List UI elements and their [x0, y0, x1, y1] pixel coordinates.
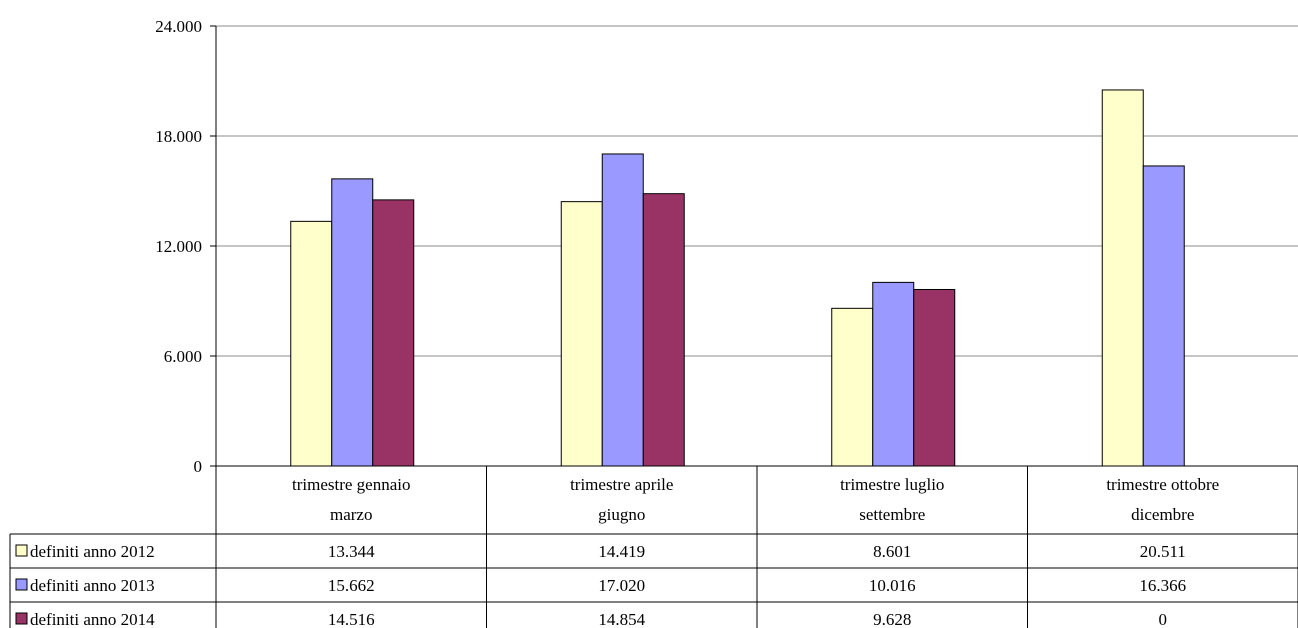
table-cell-value: 14.516	[328, 610, 375, 628]
bar	[831, 307, 874, 467]
bars	[290, 89, 1185, 467]
bar	[642, 193, 685, 467]
x-category-label: trimestre aprile	[570, 475, 673, 494]
bar	[290, 220, 333, 467]
data-table: trimestre gennaio marzo trimestre aprile gi…	[9, 466, 1298, 628]
table-cell-value: 9.628	[873, 610, 911, 628]
x-category-label: giugno	[598, 505, 645, 524]
x-category-label: dicembre	[1131, 505, 1194, 524]
bar	[1142, 165, 1185, 467]
table-cell-value: 14.419	[598, 542, 645, 561]
legend-key	[15, 612, 28, 625]
legend-key	[15, 578, 28, 591]
table-cell-value: 10.016	[869, 576, 916, 595]
bar	[872, 281, 915, 467]
x-category-label: trimestre ottobre	[1106, 475, 1219, 494]
axes	[210, 25, 1298, 467]
y-tick-label: 0	[194, 457, 203, 476]
table-cell-value: 8.601	[873, 542, 911, 561]
legend-label: definiti anno 2012	[30, 542, 155, 561]
legend-label: definiti anno 2013	[30, 576, 155, 595]
y-tick-label: 6.000	[164, 347, 202, 366]
legend-label: definiti anno 2014	[30, 610, 155, 628]
legend-key	[15, 544, 28, 557]
table-cell-value: 15.662	[328, 576, 375, 595]
table-cell-value: 0	[1159, 610, 1168, 628]
table-cell-value: 16.366	[1139, 576, 1186, 595]
table-cell-value: 13.344	[328, 542, 375, 561]
table-cell-value: 20.511	[1140, 542, 1186, 561]
x-category-label: settembre	[859, 505, 925, 524]
bar	[601, 153, 644, 467]
x-category-label: trimestre luglio	[840, 475, 944, 494]
x-category-label: trimestre gennaio	[292, 475, 411, 494]
table-cell-value: 14.854	[598, 610, 645, 628]
table-cell-value: 17.020	[598, 576, 645, 595]
y-tick-label: 12.000	[155, 237, 202, 256]
bar	[560, 201, 603, 467]
bar	[372, 199, 415, 467]
x-category-label: marzo	[330, 505, 372, 524]
y-tick-label: 24.000	[155, 17, 202, 36]
y-tick-label: 18.000	[155, 127, 202, 146]
bar	[331, 178, 374, 467]
bar	[1101, 89, 1144, 467]
y-axis-ticks: 0 6.000 12.000 18.000 24.000	[155, 17, 202, 476]
bar	[913, 288, 956, 467]
